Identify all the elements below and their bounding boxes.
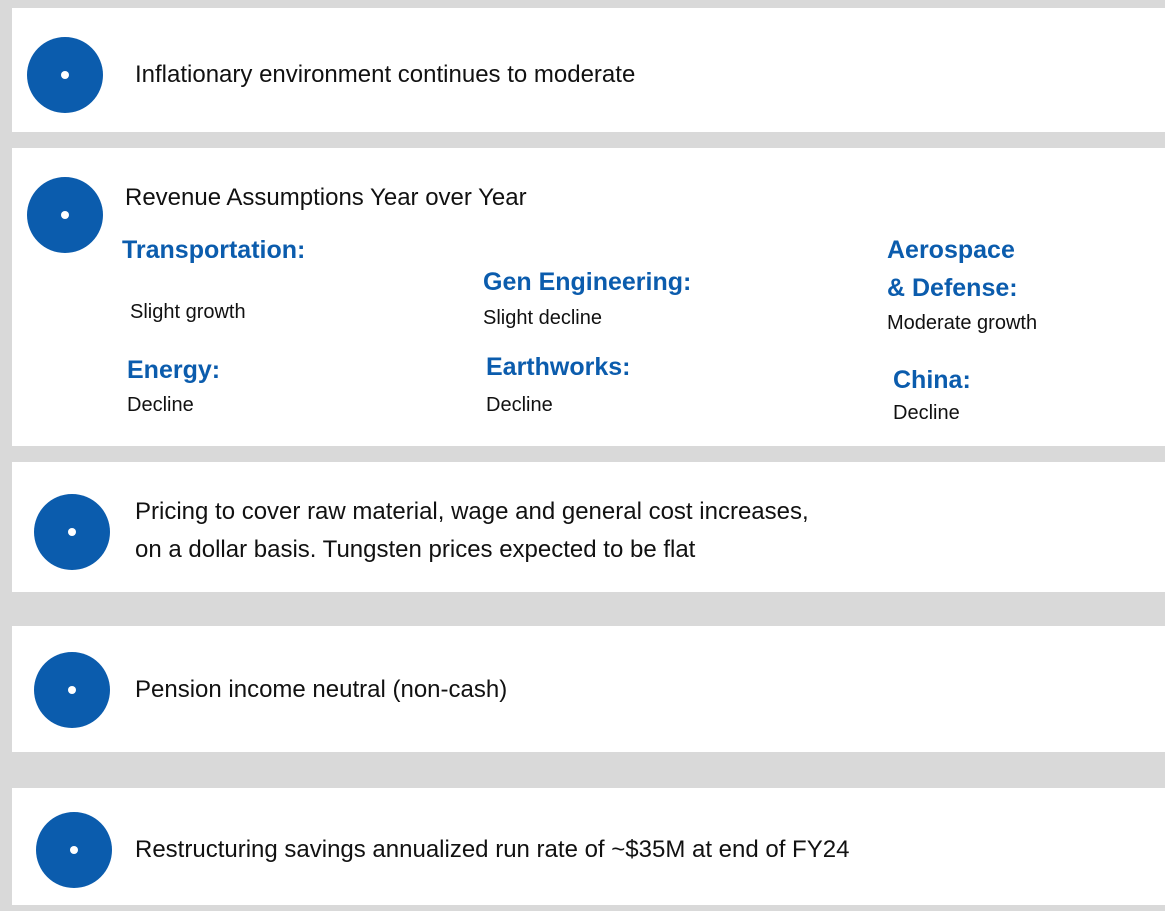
segment-name: Energy: (127, 356, 221, 384)
segment-name: Transportation: (122, 236, 306, 264)
segment-outlook: Moderate growth (887, 312, 1038, 334)
item-text: Inflationary environment continues to mo… (135, 61, 636, 88)
panel (12, 148, 1165, 446)
panel (12, 626, 1165, 752)
segment-name: & Defense: (887, 274, 1018, 302)
segment-outlook: Slight decline (483, 307, 602, 329)
bullet (34, 652, 110, 728)
panel (12, 788, 1165, 905)
segment-outlook: Decline (486, 394, 553, 416)
bullet (34, 494, 110, 570)
segment-outlook: Slight growth (130, 301, 246, 323)
segment-outlook: Decline (127, 394, 194, 416)
item-text: Revenue Assumptions Year over Year (125, 184, 527, 211)
bullet (36, 812, 112, 888)
segment-outlook: Decline (893, 402, 960, 424)
segment-name: Gen Engineering: (483, 268, 692, 296)
segment-name: Aerospace (887, 236, 1015, 264)
item-text: Restructuring savings annualized run rat… (135, 836, 850, 863)
item-text: Pricing to cover raw material, wage and … (135, 498, 809, 525)
segment-name: China: (893, 366, 971, 394)
bullet (27, 37, 103, 113)
panel (12, 462, 1165, 592)
segment-name: Earthworks: (486, 353, 631, 381)
panel (12, 8, 1165, 132)
item-text: on a dollar basis. Tungsten prices expec… (135, 536, 696, 563)
bullet (27, 177, 103, 253)
item-text: Pension income neutral (non-cash) (135, 676, 508, 703)
